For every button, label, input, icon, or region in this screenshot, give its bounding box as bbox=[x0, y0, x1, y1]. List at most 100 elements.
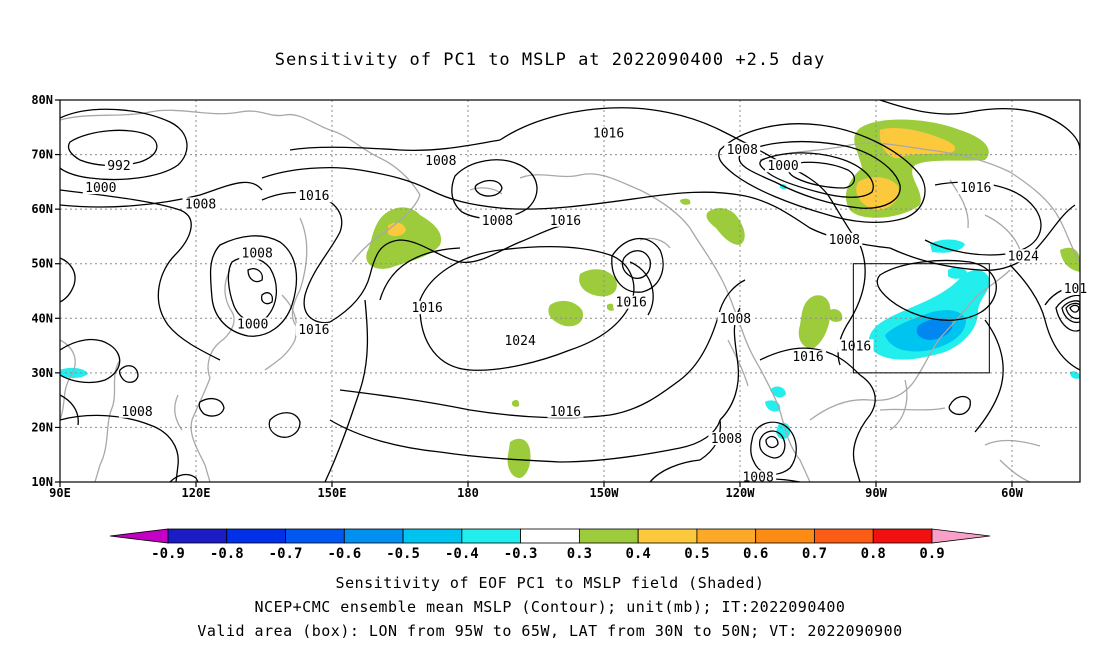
colorbar-segment bbox=[226, 528, 286, 544]
colorbar-segment bbox=[461, 528, 522, 544]
lon-tick-label: 120W bbox=[726, 486, 756, 500]
contour-label: 1016 bbox=[960, 181, 991, 196]
mslp-contour bbox=[118, 365, 139, 383]
colorbar-label: -0.4 bbox=[445, 546, 479, 562]
lat-tick-label: 10N bbox=[31, 475, 53, 489]
coastline bbox=[879, 407, 946, 411]
contour-label-bg bbox=[547, 213, 584, 227]
shade-positive-region bbox=[548, 300, 584, 327]
contour-label: 1008 bbox=[242, 247, 273, 262]
contour-label: 1016 bbox=[550, 405, 581, 420]
mslp-contour bbox=[765, 435, 779, 449]
coastline bbox=[689, 227, 763, 373]
colorbar-label: 0.8 bbox=[861, 546, 886, 562]
contour-label: 1008 bbox=[482, 214, 513, 229]
mslp-contour bbox=[879, 100, 1080, 151]
contour-label: 1008 bbox=[727, 143, 758, 158]
mslp-contour bbox=[60, 394, 79, 426]
contour-label-bg bbox=[724, 142, 761, 156]
mslp-contour bbox=[974, 319, 1004, 433]
colorbar-label: 0.7 bbox=[802, 546, 827, 562]
lon-tick-label: 90E bbox=[49, 486, 71, 500]
lat-tick-label: 30N bbox=[31, 366, 53, 380]
caption-valid-area: Valid area (box): LON from 95W to 65W, L… bbox=[197, 622, 903, 640]
shade-negative-region bbox=[948, 266, 968, 279]
mslp-contour bbox=[611, 237, 664, 293]
coastline bbox=[809, 337, 941, 421]
mslp-contour bbox=[889, 204, 1076, 271]
lon-tick-label: 150E bbox=[318, 486, 347, 500]
colorbar-high-extend bbox=[931, 528, 991, 544]
contour-label: 1016 bbox=[298, 323, 329, 338]
coastline bbox=[519, 173, 691, 229]
contour-label: 1008 bbox=[720, 312, 751, 327]
coastline bbox=[639, 237, 671, 249]
mslp-contour bbox=[474, 179, 503, 197]
mslp-contour bbox=[324, 299, 369, 482]
colorbar-segment bbox=[343, 528, 404, 544]
contour-label-bg bbox=[1061, 282, 1090, 295]
contour-label-bg bbox=[295, 189, 332, 203]
contour-label-bg bbox=[239, 246, 276, 260]
coastline bbox=[174, 394, 183, 431]
shade-positive-region bbox=[606, 303, 615, 311]
colorbar-label: 0.4 bbox=[626, 546, 651, 562]
shade-positive-region bbox=[798, 295, 831, 349]
contour-label-bg bbox=[826, 232, 863, 246]
lat-tick-label: 40N bbox=[31, 311, 53, 325]
contour-label: 992 bbox=[107, 159, 130, 174]
contour-label: 1008 bbox=[425, 154, 456, 169]
contour-label-bg bbox=[590, 126, 627, 140]
lat-tick-label: 50N bbox=[31, 257, 53, 271]
contour-label: 1008 bbox=[185, 197, 216, 212]
colorbar-label: 0.5 bbox=[684, 546, 709, 562]
mslp-contour bbox=[60, 189, 221, 361]
lon-tick-label: 150W bbox=[590, 486, 620, 500]
colorbar-label: -0.6 bbox=[327, 546, 361, 562]
mslp-contour bbox=[852, 374, 876, 482]
contour-label-bg bbox=[182, 197, 219, 211]
colorbar: -0.9 -0.8 -0.7 -0.6 -0.5 -0.4 -0.3 0.3 0.4 0.5 0.6… bbox=[109, 528, 991, 562]
contour-label: 1000 bbox=[85, 181, 116, 196]
mslp-contours bbox=[60, 100, 1080, 482]
contour-label-bg bbox=[295, 322, 332, 336]
contour-label: 1008 bbox=[711, 432, 742, 447]
contour-label-bg bbox=[104, 159, 133, 173]
mslp-contour bbox=[339, 309, 721, 419]
caption-contour: NCEP+CMC ensemble mean MSLP (Contour); u… bbox=[254, 598, 846, 616]
contour-label: 101 bbox=[1064, 282, 1087, 297]
colorbar-label: -0.9 bbox=[151, 546, 185, 562]
coastline bbox=[889, 379, 908, 431]
colorbar-label: -0.5 bbox=[386, 546, 420, 562]
valid-area-box bbox=[852, 263, 990, 374]
mslp-contour bbox=[719, 279, 746, 311]
contour-label: 1024 bbox=[1008, 249, 1039, 264]
contour-label: 1024 bbox=[504, 334, 535, 349]
shade-negative-region bbox=[770, 386, 786, 398]
lat-tick-label: 70N bbox=[31, 148, 53, 162]
shade-positive-region bbox=[511, 399, 520, 407]
mslp-contour bbox=[60, 181, 263, 208]
colorbar-segment bbox=[578, 528, 639, 544]
contour-label: 1016 bbox=[840, 339, 871, 354]
coastline bbox=[60, 109, 421, 196]
coastline bbox=[94, 359, 121, 482]
coastline bbox=[207, 269, 235, 379]
contour-label: 1016 bbox=[298, 189, 329, 204]
mslp-contour bbox=[169, 473, 199, 482]
contour-label: 1008 bbox=[121, 405, 152, 420]
colorbar-segment bbox=[872, 528, 933, 544]
mslp-contour bbox=[787, 161, 855, 189]
mslp-contour bbox=[750, 421, 797, 475]
coastline bbox=[984, 214, 1021, 251]
mslp-contour bbox=[419, 246, 635, 371]
coastline bbox=[190, 377, 211, 482]
shade-positive-region bbox=[680, 198, 691, 205]
mslp-contour bbox=[227, 256, 277, 323]
contour-label-bg bbox=[708, 432, 745, 446]
caption-shading: Sensitivity of EOF PC1 to MSLP field (Sh… bbox=[335, 574, 765, 592]
contour-label-bg bbox=[1005, 249, 1042, 263]
lon-tick-label: 120E bbox=[182, 486, 211, 500]
colorbar-label: 0.6 bbox=[743, 546, 768, 562]
colorbar-label: -0.7 bbox=[269, 546, 303, 562]
